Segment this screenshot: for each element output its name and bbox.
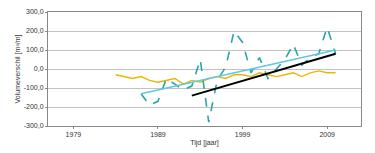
svg-text:Tijd [jaar]: Tijd [jaar] [190, 139, 219, 147]
svg-text:100,0: 100,0 [26, 46, 44, 53]
svg-text:1979: 1979 [66, 131, 82, 138]
svg-text:0,0: 0,0 [34, 65, 44, 72]
svg-text:1999: 1999 [235, 131, 251, 138]
svg-text:-300,0: -300,0 [24, 122, 44, 129]
svg-text:2009: 2009 [319, 131, 335, 138]
svg-text:-200,0: -200,0 [24, 103, 44, 110]
svg-text:300,0: 300,0 [26, 8, 44, 15]
svg-text:Volumeverschil [m³/m]: Volumeverschil [m³/m] [14, 35, 22, 104]
svg-text:1989: 1989 [150, 131, 166, 138]
svg-text:-100,0: -100,0 [24, 84, 44, 91]
svg-text:200,0: 200,0 [26, 27, 44, 34]
